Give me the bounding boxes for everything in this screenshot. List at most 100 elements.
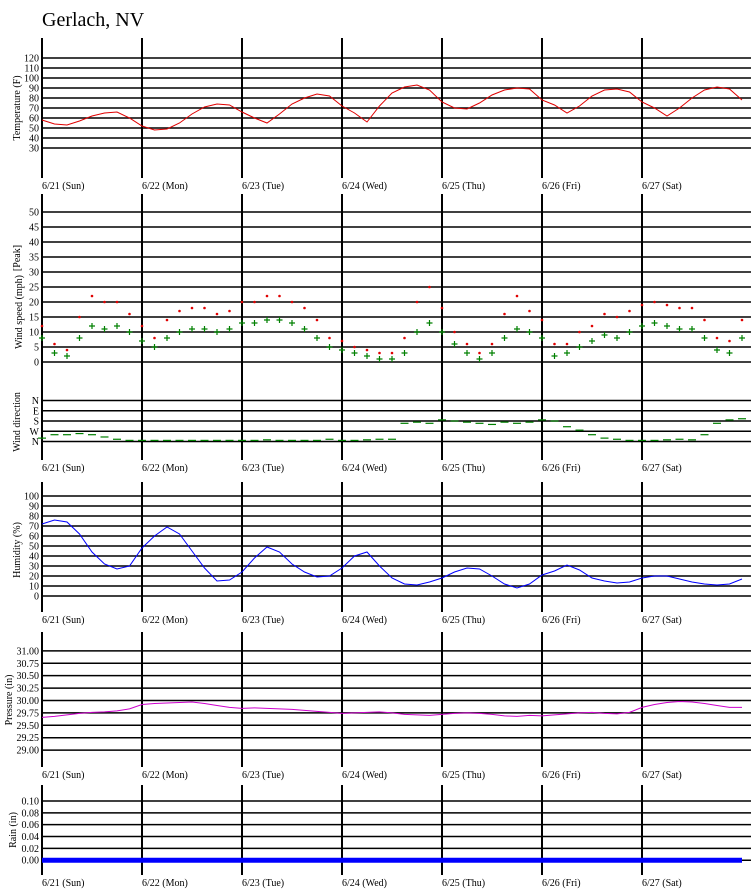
peak-point xyxy=(553,342,556,346)
y-tick-label: E xyxy=(33,406,39,417)
y-tick-label: 0.02 xyxy=(22,844,40,855)
y-tick-label: 40 xyxy=(29,134,39,145)
y-tick-label: 0.00 xyxy=(22,856,40,867)
peak-point xyxy=(190,306,194,310)
peak-point xyxy=(740,318,744,322)
peak-point xyxy=(290,300,294,304)
y-tick-label: 120 xyxy=(24,54,39,65)
y-tick-label: 0.04 xyxy=(22,832,40,843)
y-tick-label: 20 xyxy=(29,298,39,309)
y-tick-label: 29.25 xyxy=(17,733,40,744)
direction-point xyxy=(138,439,146,441)
wind-point xyxy=(614,335,620,341)
peak-point xyxy=(265,294,269,298)
x-tick-label: 6/25 (Thu) xyxy=(442,181,485,192)
direction-point xyxy=(63,434,71,436)
y-tick-label: 50 xyxy=(29,542,39,553)
peak-point xyxy=(678,306,681,310)
peak-point xyxy=(378,351,381,355)
x-tick-label: 6/25 (Thu) xyxy=(442,463,485,474)
y-axis-label: Rain (in) xyxy=(8,812,19,848)
peak-point xyxy=(540,318,544,322)
x-tick-label: 6/22 (Mon) xyxy=(142,463,188,474)
wind-point xyxy=(589,338,595,344)
direction-point xyxy=(638,439,646,441)
peak-point xyxy=(603,312,606,316)
wind-point xyxy=(114,323,120,329)
wind-point xyxy=(514,326,520,332)
wind-point xyxy=(676,326,683,332)
x-tick-label: 6/26 (Fri) xyxy=(542,878,581,889)
peak-point xyxy=(703,318,706,322)
wind-point xyxy=(476,356,483,362)
wind-point xyxy=(176,329,183,335)
wind-point xyxy=(351,350,358,356)
y-tick-label: W xyxy=(30,427,40,438)
y-tick-label: 80 xyxy=(29,94,39,105)
wind-point xyxy=(226,326,233,332)
data-line xyxy=(41,700,742,718)
peak-point xyxy=(40,324,44,328)
wind-point xyxy=(439,329,445,335)
y-tick-label: N xyxy=(32,437,39,448)
peak-point xyxy=(728,339,731,343)
direction-point xyxy=(38,437,46,439)
peak-point xyxy=(315,318,319,322)
wind-point xyxy=(389,356,395,362)
direction-point xyxy=(488,423,496,426)
direction-point xyxy=(600,437,609,439)
x-tick-label: 6/27 (Sat) xyxy=(642,878,682,889)
wind-point xyxy=(201,326,208,332)
direction-point xyxy=(163,439,171,441)
peak-point xyxy=(503,312,506,316)
wind-point xyxy=(564,350,570,356)
direction-point xyxy=(338,439,346,441)
y-tick-label: 80 xyxy=(29,512,39,523)
y-tick-label: 29.75 xyxy=(17,708,40,719)
y-tick-label: 25 xyxy=(29,283,39,294)
direction-point xyxy=(475,422,484,424)
x-tick-label: 6/27 (Sat) xyxy=(642,181,682,192)
legend-label: [Peak] xyxy=(12,245,23,271)
peak-point xyxy=(578,330,581,334)
peak-point xyxy=(303,306,306,310)
peak-point xyxy=(278,294,281,298)
direction-point xyxy=(700,434,709,436)
x-tick-label: 6/21 (Sun) xyxy=(42,770,85,781)
wind-point xyxy=(314,335,320,341)
wind-point xyxy=(101,326,108,332)
y-tick-label: N xyxy=(32,396,39,407)
direction-point xyxy=(288,439,296,441)
peak-point xyxy=(478,351,481,355)
wind-point xyxy=(701,335,708,341)
wind-point xyxy=(326,344,333,350)
peak-point xyxy=(390,351,394,355)
direction-point xyxy=(325,438,334,440)
wind-point xyxy=(464,350,470,356)
peak-point xyxy=(415,300,419,304)
peak-point xyxy=(353,345,356,349)
peak-point xyxy=(715,336,719,340)
y-tick-label: 5 xyxy=(34,343,39,354)
direction-point xyxy=(175,439,184,441)
y-axis-label: Humidity (%) xyxy=(12,522,23,578)
y-tick-label: 100 xyxy=(24,492,39,503)
x-tick-label: 6/27 (Sat) xyxy=(642,615,682,626)
wind-point xyxy=(126,329,133,335)
wind-point xyxy=(276,317,283,323)
x-tick-label: 6/25 (Thu) xyxy=(442,878,485,889)
direction-point xyxy=(538,419,546,421)
wind-point xyxy=(689,326,695,332)
x-tick-label: 6/21 (Sun) xyxy=(42,463,85,474)
wind-point xyxy=(664,323,670,329)
y-tick-label: 50 xyxy=(29,124,39,135)
y-tick-label: 0 xyxy=(34,358,39,369)
direction-point xyxy=(413,421,421,423)
direction-point xyxy=(688,439,696,441)
wind-point xyxy=(189,326,195,332)
direction-point xyxy=(88,434,96,436)
y-tick-label: 60 xyxy=(29,532,39,543)
y-tick-label: 0.10 xyxy=(22,796,40,807)
peak-point xyxy=(490,342,494,346)
y-tick-label: 30.50 xyxy=(17,671,40,682)
